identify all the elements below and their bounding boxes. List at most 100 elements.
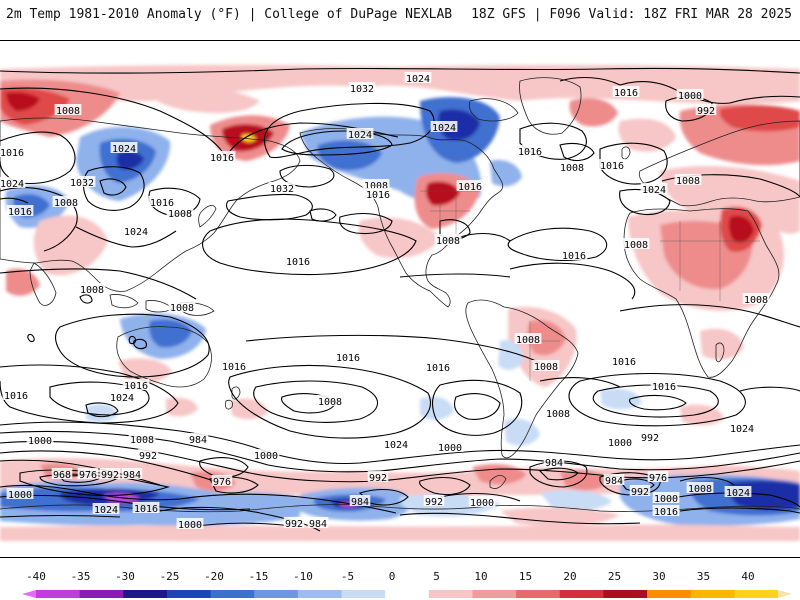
australia-outline xyxy=(116,326,212,388)
isobar-label-bg xyxy=(348,82,376,93)
isobar-label-bg xyxy=(606,436,634,447)
isobar-label: 1016 xyxy=(366,190,390,201)
isobar-label-bg xyxy=(468,496,496,507)
isobar-label: 1008 xyxy=(170,303,194,314)
colorbar-tick-label: -20 xyxy=(204,570,224,583)
isobar-label: 984 xyxy=(123,470,141,481)
isobar-label: 1024 xyxy=(406,74,430,85)
isobar-label: 1000 xyxy=(178,520,202,531)
isobar-label: 1024 xyxy=(112,144,136,155)
isobar-label: 1008 xyxy=(560,163,584,174)
isobar-label: 1008 xyxy=(130,435,154,446)
colorbar-min-arrow xyxy=(22,590,36,598)
isobar-label-bg xyxy=(2,389,30,400)
colorbar-swatch xyxy=(166,590,212,598)
isobar-label-bg xyxy=(456,180,484,191)
isobar-label-bg xyxy=(424,361,452,372)
isobar-label-bg xyxy=(137,449,159,460)
isobar-label: 968 xyxy=(53,470,71,481)
isobar-label-bg xyxy=(284,255,312,266)
isobar-label: 984 xyxy=(351,497,369,508)
colorbar-swatch xyxy=(559,590,604,598)
isobar-label: 992 xyxy=(425,497,443,508)
isobar-label: 1016 xyxy=(286,257,310,268)
colorbar-tick-label: -25 xyxy=(159,570,180,583)
isobar-label-bg xyxy=(128,433,156,444)
isobar-label: 1016 xyxy=(8,207,32,218)
isobar-label: 1024 xyxy=(432,123,456,134)
colorbar-swatch xyxy=(210,590,255,598)
isobar-label: 1000 xyxy=(654,494,678,505)
colorbar-tick-label: 10 xyxy=(474,570,488,583)
isobar-label: 984 xyxy=(545,458,563,469)
header-bar: 2m Temp 1981-2010 Anomaly (°F) | College… xyxy=(0,0,800,30)
isobar-label-bg xyxy=(622,238,650,249)
isobar-label-bg xyxy=(514,333,542,344)
colorbar-tick-label: 25 xyxy=(607,570,622,583)
isobar-label: 1016 xyxy=(134,504,158,515)
colorbar-tick-label: 20 xyxy=(563,570,577,583)
isobar-label: 1008 xyxy=(364,181,388,192)
isobar-label: 992 xyxy=(697,106,715,117)
isobar-label: 1000 xyxy=(28,436,52,447)
isobar-label: 1016 xyxy=(150,198,174,209)
isobar-label-bg xyxy=(252,449,280,460)
isobar-label: 1008 xyxy=(688,484,712,495)
colorbar-swatch xyxy=(690,590,735,598)
isobar-label: 1008 xyxy=(516,335,540,346)
isobar-label-bg xyxy=(603,474,625,485)
isobar-label-bg xyxy=(148,196,176,207)
isobar-label-bg xyxy=(110,142,138,153)
colorbar-tick-label: 0 xyxy=(388,570,396,583)
isobar-label-bg xyxy=(598,159,626,170)
colorbar-swatch xyxy=(472,590,517,598)
isobar-label: 1024 xyxy=(124,227,148,238)
anomaly-map[interactable]: 1024 1032 1016 1000 992 1008 1024 1024 1016 1024 1… xyxy=(0,40,800,558)
coastlines xyxy=(0,77,800,513)
isobar-label-bg xyxy=(208,151,236,162)
isobar-label-bg xyxy=(52,196,80,207)
colorbar-tick-label: -40 xyxy=(26,570,46,583)
isobar-label-bg xyxy=(742,293,770,304)
isobar-label: 1024 xyxy=(384,440,408,451)
isobar-label: 1000 xyxy=(254,451,278,462)
isobar-label-bg xyxy=(724,486,752,497)
isobar-label-bg xyxy=(532,360,560,371)
isobar-label-bg xyxy=(640,183,668,194)
isobar-label-bg xyxy=(166,207,194,218)
isobar-label-bg xyxy=(639,431,661,442)
isobar-label-bg xyxy=(728,422,756,433)
isobar-label-bg xyxy=(26,434,54,445)
colorbar-swatch xyxy=(647,590,692,598)
isobar-label: 1016 xyxy=(652,382,676,393)
isobar-label: 976 xyxy=(649,473,667,484)
isobar-label-bg xyxy=(647,471,669,482)
isobar-label-bg xyxy=(516,145,544,156)
isobar-label: 1016 xyxy=(426,363,450,374)
isobar-label: 1016 xyxy=(612,357,636,368)
colorbar-swatches xyxy=(22,590,792,598)
greenland-outline xyxy=(519,77,582,135)
isobar-label-bg xyxy=(176,518,204,529)
isobar-label-bg xyxy=(346,128,374,139)
isobar-label-bg xyxy=(122,379,150,390)
isobar-label: 1016 xyxy=(222,362,246,373)
isobar-label-bg xyxy=(283,517,305,528)
colorbar-tick-label: -35 xyxy=(70,570,91,583)
isobar-label: 1008 xyxy=(624,240,648,251)
isobar-label: 1024 xyxy=(730,424,754,435)
isobar-label: 1008 xyxy=(80,285,104,296)
colorbar-swatch xyxy=(734,590,779,598)
isobar-label: 1024 xyxy=(348,130,372,141)
south-america-outline xyxy=(465,299,579,459)
isobar-label-bg xyxy=(307,517,329,528)
isobar-label-bg xyxy=(543,456,565,467)
isobar-label-bg xyxy=(334,351,362,362)
isobar-label-bg xyxy=(676,89,704,100)
isobar-label-bg xyxy=(612,86,640,97)
isobar-label-bg xyxy=(78,283,106,294)
isobar-label-bg xyxy=(610,355,638,366)
isobar-label-bg xyxy=(51,468,73,479)
isobar-label-bg xyxy=(68,176,96,187)
north-america-outline xyxy=(299,128,504,308)
